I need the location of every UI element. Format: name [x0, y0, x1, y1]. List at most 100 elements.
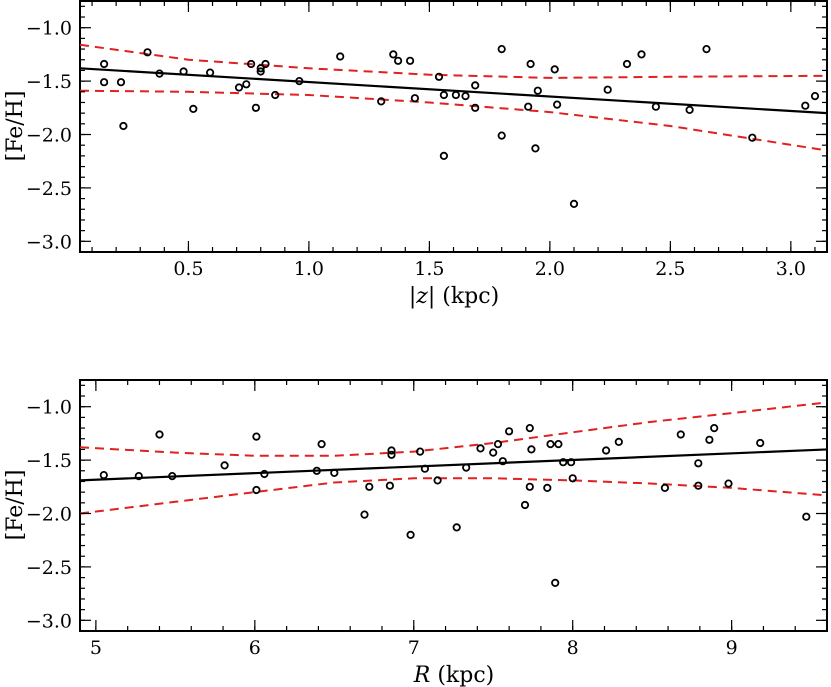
upper-confidence-band	[80, 401, 827, 457]
data-point	[801, 101, 810, 110]
data-point	[527, 445, 536, 454]
y-tick-label: −3.0	[26, 610, 72, 632]
data-point	[476, 444, 485, 453]
data-point	[651, 102, 661, 111]
data-point	[410, 94, 419, 103]
data-point	[206, 68, 215, 77]
y-tick-label: −2.0	[26, 125, 72, 147]
data-point	[724, 479, 733, 488]
data-point	[546, 439, 555, 449]
data-point	[252, 432, 261, 441]
data-point	[694, 481, 703, 490]
data-point	[179, 67, 188, 76]
data-point	[420, 464, 429, 473]
data-point	[389, 50, 398, 59]
data-point	[568, 474, 577, 483]
data-point	[802, 512, 811, 521]
linear-fit-line	[80, 448, 827, 482]
data-point	[251, 103, 260, 112]
data-point	[256, 64, 265, 73]
data-point	[705, 435, 714, 444]
data-point	[256, 67, 265, 76]
data-point	[134, 471, 143, 481]
x-tick-label: 9	[726, 637, 738, 659]
x-tick-label: 1.0	[294, 258, 324, 280]
y-tick-label: −1.0	[26, 397, 72, 419]
lower-confidence-band	[80, 477, 827, 515]
data-point	[405, 56, 415, 65]
x-tick-label: 8	[567, 637, 579, 659]
data-point	[439, 151, 448, 160]
y-tick-label: −2.5	[26, 178, 72, 200]
x-axis-label: |z| (kpc)	[409, 284, 499, 309]
data-point	[685, 105, 694, 115]
x-axis-label: R (kpc)	[413, 663, 494, 687]
data-point	[810, 92, 820, 101]
data-point	[551, 578, 560, 588]
data-point	[748, 133, 757, 142]
data-point	[471, 103, 480, 112]
data-point	[143, 48, 152, 57]
data-point	[330, 468, 339, 477]
data-point	[533, 86, 542, 95]
lower-confidence-band	[80, 89, 827, 152]
plot-area	[80, 43, 827, 208]
data-point	[550, 65, 559, 74]
x-tick-label: 0.5	[173, 258, 203, 280]
data-point	[155, 69, 164, 78]
data-point	[504, 427, 514, 436]
data-point	[295, 77, 304, 86]
data-point	[524, 102, 533, 111]
x-tick-label: 5	[90, 637, 102, 659]
data-point	[569, 199, 579, 208]
x-tick-label: 7	[408, 637, 420, 659]
data-point	[252, 485, 261, 495]
data-point	[242, 80, 251, 89]
data-point	[189, 104, 198, 114]
data-point	[676, 430, 685, 439]
data-point	[360, 510, 369, 519]
data-point	[168, 471, 177, 481]
data-point	[461, 92, 470, 101]
upper-confidence-band	[80, 43, 827, 79]
data-point	[489, 448, 498, 457]
data-point	[756, 438, 765, 448]
data-point	[566, 458, 576, 467]
data-point	[387, 450, 396, 459]
data-point	[434, 72, 444, 81]
data-point	[261, 59, 270, 69]
data-point	[100, 78, 109, 87]
data-point	[462, 463, 471, 472]
data-point	[377, 97, 386, 106]
data-point	[622, 59, 632, 69]
data-point	[710, 423, 719, 433]
plot-frame	[79, 0, 828, 253]
data-point	[393, 56, 403, 65]
data-point	[660, 483, 670, 492]
data-point	[312, 466, 321, 475]
x-tick-label: 1.5	[414, 258, 444, 280]
data-point	[637, 50, 646, 59]
data-point	[247, 59, 256, 69]
data-point	[493, 439, 503, 449]
data-point	[601, 446, 611, 455]
data-point	[406, 530, 415, 540]
y-axis-label: [Fe/H]	[3, 470, 28, 541]
data-point	[116, 78, 126, 87]
data-point	[702, 44, 711, 54]
data-point	[260, 469, 269, 479]
plot-area	[80, 401, 827, 588]
data-point	[155, 430, 164, 439]
data-point	[471, 81, 480, 90]
data-point	[543, 483, 552, 492]
y-tick-label: −1.5	[26, 450, 72, 472]
x-tick-label: 2.0	[535, 258, 565, 280]
data-point	[559, 458, 568, 467]
data-point	[433, 476, 442, 485]
data-point	[452, 523, 461, 532]
data-point	[336, 52, 345, 61]
linear-fit-line	[80, 67, 827, 115]
y-tick-label: −3.0	[26, 231, 72, 253]
data-point	[451, 90, 460, 100]
